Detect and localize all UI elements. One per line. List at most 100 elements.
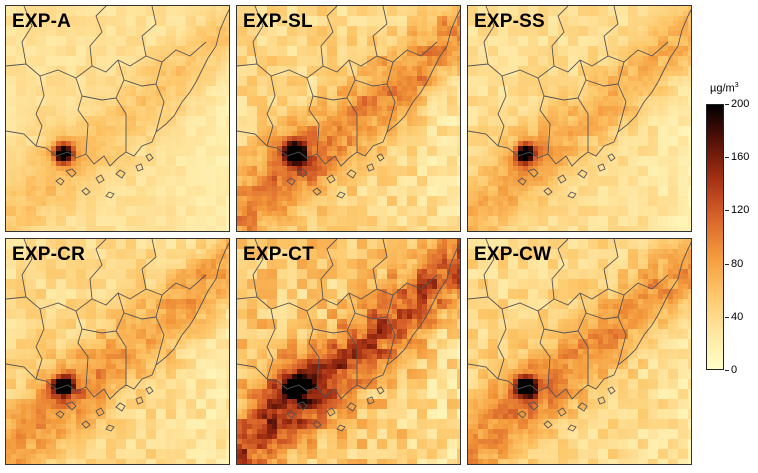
concentration-cell — [36, 11, 41, 16]
concentration-cell — [382, 206, 387, 211]
concentration-cell — [332, 91, 337, 96]
concentration-cell — [131, 161, 136, 166]
concentration-cell — [176, 216, 181, 221]
concentration-cell — [11, 21, 16, 26]
concentration-cell — [352, 56, 357, 61]
concentration-cell — [26, 211, 31, 216]
concentration-cell — [36, 226, 41, 231]
concentration-cell — [523, 41, 528, 46]
concentration-cell — [176, 71, 181, 76]
concentration-cell — [101, 116, 106, 121]
concentration-cell — [272, 41, 277, 46]
concentration-cell — [247, 141, 252, 146]
concentration-cell — [277, 126, 282, 131]
concentration-cell — [513, 81, 518, 86]
concentration-cell — [427, 196, 432, 201]
concentration-cell — [201, 181, 206, 186]
concentration-cell — [237, 231, 242, 232]
concentration-cell — [161, 136, 166, 141]
concentration-cell — [392, 66, 397, 71]
concentration-cell — [392, 111, 397, 116]
concentration-cell — [186, 36, 191, 41]
concentration-cell — [457, 176, 460, 181]
concentration-cell — [668, 41, 673, 46]
concentration-cell — [166, 91, 171, 96]
island-outline — [326, 174, 336, 184]
concentration-cell — [377, 66, 382, 71]
concentration-cell — [221, 186, 226, 191]
concentration-cell — [247, 226, 252, 231]
concentration-cell — [126, 46, 131, 51]
concentration-cell — [51, 56, 56, 61]
concentration-cell — [121, 141, 126, 146]
concentration-cell — [553, 81, 558, 86]
concentration-cell — [86, 56, 91, 61]
concentration-cell — [166, 66, 171, 71]
concentration-cell — [267, 111, 272, 116]
concentration-cell — [688, 6, 691, 11]
concentration-cell — [86, 176, 91, 181]
concentration-cell — [86, 131, 91, 136]
concentration-cell — [272, 191, 277, 196]
concentration-cell — [362, 106, 367, 111]
concentration-cell — [36, 171, 41, 176]
concentration-cell — [302, 176, 307, 181]
concentration-cell — [367, 176, 372, 181]
concentration-cell — [156, 46, 161, 51]
concentration-cell — [322, 31, 327, 36]
concentration-cell — [206, 146, 211, 151]
concentration-cell — [437, 11, 442, 16]
concentration-cell — [558, 51, 563, 56]
concentration-cell — [543, 41, 548, 46]
concentration-cell — [327, 56, 332, 61]
concentration-cell — [442, 81, 447, 86]
concentration-cell — [221, 21, 226, 26]
concentration-cell — [116, 141, 121, 146]
concentration-cell — [483, 91, 488, 96]
concentration-cell — [347, 146, 352, 151]
concentration-cell — [683, 81, 688, 86]
concentration-cell — [36, 216, 41, 221]
concentration-cell — [191, 201, 196, 206]
concentration-cell — [538, 81, 543, 86]
concentration-cell — [663, 86, 668, 91]
concentration-cell — [528, 86, 533, 91]
concentration-cell — [287, 131, 292, 136]
concentration-cell — [468, 91, 473, 96]
concentration-cell — [357, 76, 362, 81]
concentration-cell — [417, 51, 422, 56]
concentration-cell — [618, 21, 623, 26]
concentration-cell — [402, 156, 407, 161]
concentration-cell — [61, 161, 66, 166]
concentration-cell — [397, 61, 402, 66]
concentration-cell — [332, 11, 337, 16]
concentration-cell — [146, 76, 151, 81]
concentration-cell — [242, 151, 247, 156]
concentration-cell — [96, 96, 101, 101]
concentration-cell — [11, 86, 16, 91]
concentration-cell — [658, 76, 663, 81]
concentration-cell — [91, 171, 96, 176]
concentration-cell — [272, 76, 277, 81]
concentration-cell — [392, 41, 397, 46]
concentration-cell — [171, 181, 176, 186]
concentration-cell — [663, 66, 668, 71]
concentration-cell — [76, 56, 81, 61]
concentration-cell — [272, 56, 277, 61]
concentration-cell — [171, 111, 176, 116]
concentration-cell — [362, 26, 367, 31]
concentration-cell — [156, 136, 161, 141]
concentration-cell — [322, 106, 327, 111]
concentration-cell — [347, 11, 352, 16]
concentration-cell — [76, 11, 81, 16]
concentration-cell — [332, 161, 337, 166]
concentration-cell — [211, 31, 216, 36]
concentration-cell — [206, 66, 211, 71]
concentration-cell — [382, 111, 387, 116]
concentration-cell — [96, 176, 101, 181]
concentration-cell — [121, 121, 126, 126]
concentration-cell — [226, 141, 229, 146]
concentration-cell — [81, 161, 86, 166]
concentration-cell — [623, 21, 628, 26]
concentration-cell — [352, 186, 357, 191]
